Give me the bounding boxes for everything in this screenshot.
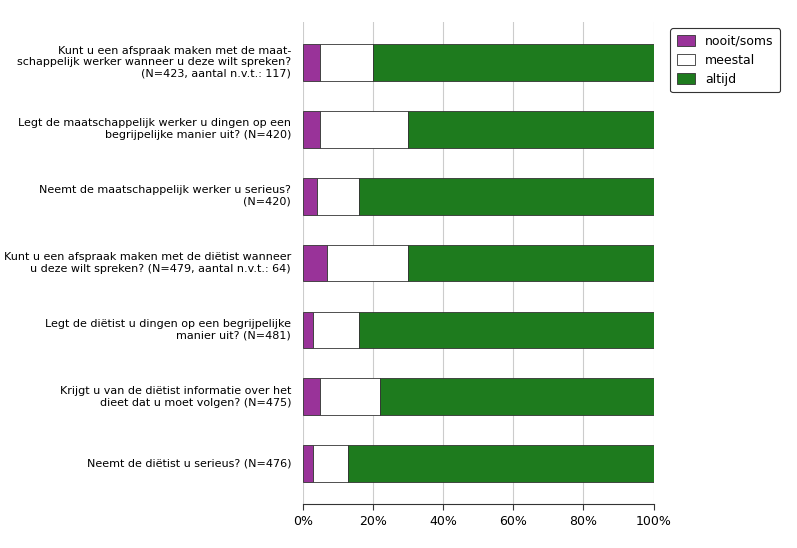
Bar	[303, 178, 317, 214]
Bar	[320, 111, 408, 147]
Bar	[408, 111, 654, 147]
Bar	[328, 244, 408, 282]
Bar	[303, 44, 320, 81]
Bar	[348, 446, 654, 482]
Bar	[313, 446, 348, 482]
Legend: nooit/soms, meestal, altijd: nooit/soms, meestal, altijd	[670, 28, 780, 92]
Bar	[303, 111, 320, 147]
Bar	[320, 379, 380, 415]
Bar	[359, 178, 654, 214]
Bar	[303, 244, 328, 282]
Bar	[380, 379, 654, 415]
Bar	[320, 44, 373, 81]
Bar	[303, 446, 313, 482]
Bar	[303, 312, 313, 349]
Bar	[303, 379, 320, 415]
Bar	[313, 312, 359, 349]
Bar	[317, 178, 359, 214]
Bar	[373, 44, 654, 81]
Bar	[359, 312, 654, 349]
Bar	[408, 244, 654, 282]
